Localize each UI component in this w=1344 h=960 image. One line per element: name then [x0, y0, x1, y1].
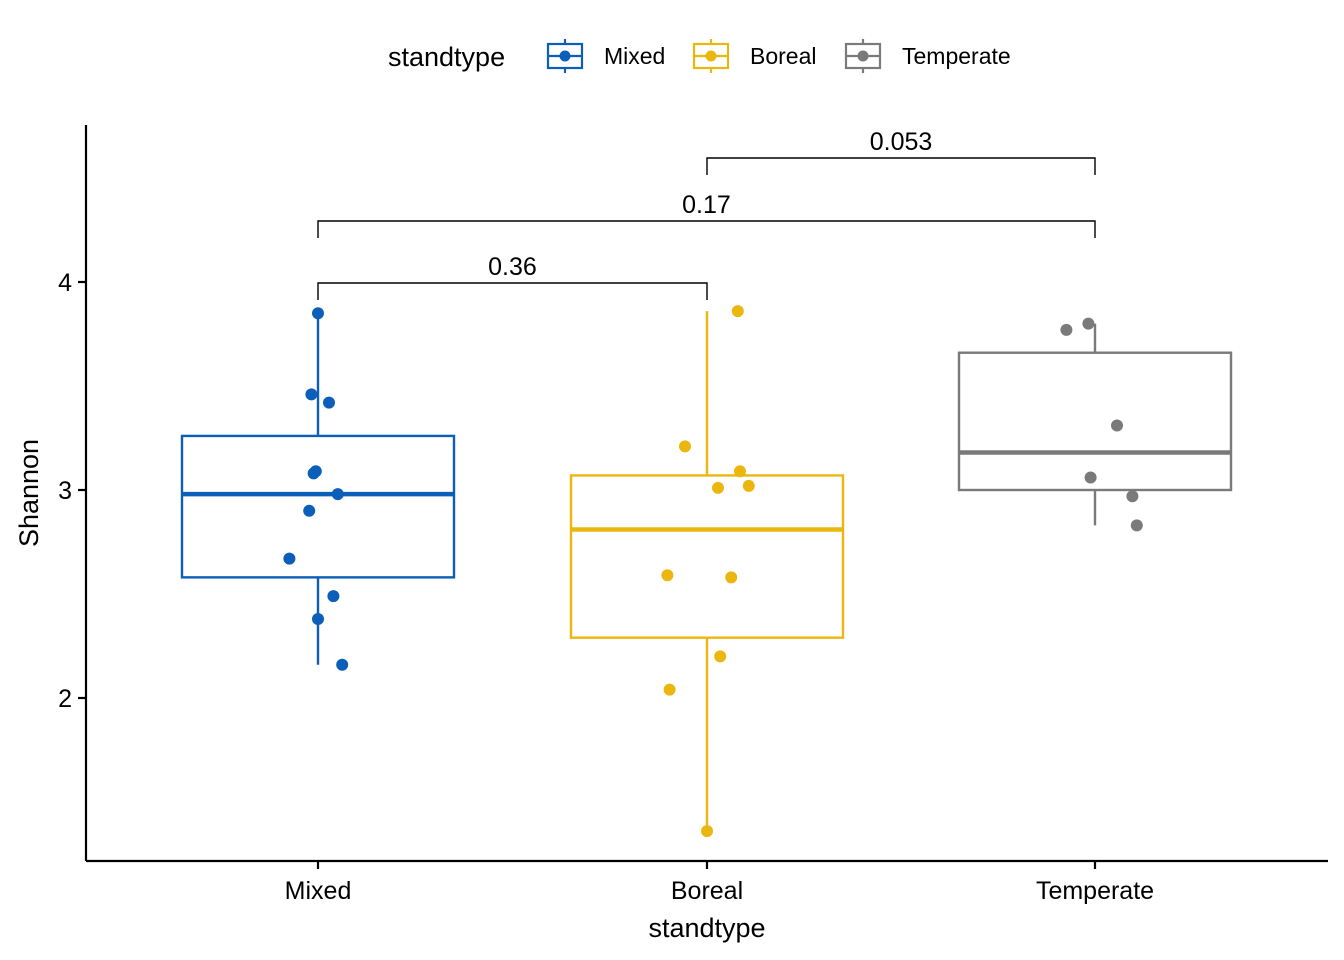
- data-point-boreal: [712, 481, 724, 494]
- data-point-temperate: [1130, 519, 1143, 532]
- y-tick-label: 2: [58, 685, 72, 713]
- iqr-box: [957, 351, 1233, 492]
- data-point-mixed: [309, 465, 322, 478]
- data-point-mixed: [312, 612, 324, 625]
- y-tick-label: 4: [58, 269, 72, 297]
- data-point-mixed: [336, 658, 349, 671]
- data-point-boreal: [701, 825, 713, 838]
- data-point-mixed: [327, 590, 340, 603]
- data-point-mixed: [283, 552, 296, 565]
- data-point-boreal: [679, 440, 691, 453]
- y-axis-title: Shannon: [14, 439, 44, 547]
- iqr-box: [569, 474, 845, 639]
- p-value-label: 0.053: [870, 128, 933, 156]
- data-point-temperate: [1126, 490, 1139, 503]
- iqr-box: [180, 434, 456, 579]
- legend-key-boreal: [692, 39, 730, 73]
- comparison-bracket: 0.36: [317, 253, 708, 300]
- axes: standtype Shannon 2 3 4 Mixed Boreal Temperat…: [14, 125, 1328, 943]
- data-point-temperate: [1111, 419, 1123, 432]
- comparison-brackets: 0.36 0.17 0.053: [317, 128, 1096, 300]
- legend-key-mixed: [546, 39, 584, 73]
- legend-key-temperate: [844, 39, 882, 73]
- legend-key-point: [559, 50, 571, 62]
- data-point-mixed: [305, 388, 318, 401]
- data-point-temperate: [1060, 323, 1073, 336]
- bracket-line: [317, 220, 1096, 238]
- legend-label: Mixed: [604, 43, 665, 69]
- boxes: [180, 311, 1233, 832]
- box-boreal: [569, 311, 845, 832]
- p-value-label: 0.36: [488, 253, 537, 281]
- data-point-temperate: [1084, 471, 1097, 484]
- legend-label: Temperate: [902, 43, 1011, 69]
- data-point-boreal: [734, 465, 746, 478]
- legend-key-point: [705, 50, 717, 62]
- legend-key-point: [857, 50, 869, 62]
- data-point-temperate: [1082, 317, 1095, 330]
- bracket-line: [317, 282, 708, 300]
- data-point-boreal: [714, 650, 727, 663]
- comparison-bracket: 0.17: [317, 191, 1096, 238]
- data-point-boreal: [661, 569, 674, 582]
- y-tick-label: 3: [58, 477, 72, 505]
- data-point-boreal: [731, 305, 744, 318]
- legend-label: Boreal: [750, 43, 816, 69]
- box-temperate: [957, 323, 1233, 526]
- legend-title: standtype: [388, 42, 505, 72]
- data-point-mixed: [331, 488, 344, 501]
- points: [283, 305, 1143, 838]
- x-axis-title: standtype: [648, 913, 765, 943]
- data-point-mixed: [323, 396, 335, 409]
- data-point-mixed: [312, 307, 324, 320]
- x-tick-label: Boreal: [671, 877, 743, 905]
- comparison-bracket: 0.053: [706, 128, 1096, 175]
- box-mixed: [180, 313, 456, 665]
- bracket-line: [706, 157, 1096, 175]
- p-value-label: 0.17: [682, 191, 731, 219]
- data-point-mixed: [303, 504, 316, 517]
- x-tick-label: Temperate: [1036, 877, 1154, 905]
- data-point-boreal: [742, 479, 755, 492]
- data-point-boreal: [663, 683, 676, 696]
- x-tick-label: Mixed: [285, 877, 352, 905]
- data-point-boreal: [725, 571, 738, 584]
- legend: standtype Mixed Boreal Temperate: [388, 39, 1011, 73]
